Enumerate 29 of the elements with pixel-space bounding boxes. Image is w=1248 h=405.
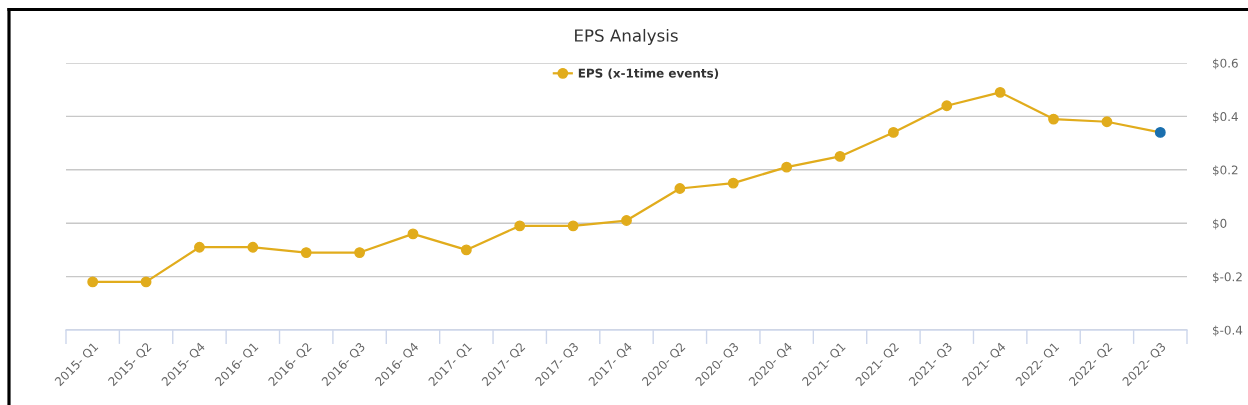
- point: [567, 220, 579, 232]
- point: [460, 244, 472, 256]
- y-tick-label: $-0.4: [1212, 325, 1243, 337]
- point: [354, 247, 366, 258]
- point: [300, 247, 312, 258]
- point: [941, 100, 953, 112]
- y-tick-label: $0.2: [1212, 165, 1238, 177]
- chart-title: EPS Analysis: [575, 28, 678, 46]
- point: [1101, 116, 1113, 128]
- y-tick-label: $0.4: [1212, 111, 1238, 123]
- point: [407, 228, 419, 240]
- point: [621, 215, 632, 226]
- point: [514, 220, 526, 232]
- point: [727, 177, 739, 189]
- y-tick-label: $0: [1212, 218, 1227, 230]
- legend-label: EPS (x-1time events): [578, 68, 719, 80]
- point: [781, 161, 793, 173]
- point: [140, 276, 152, 288]
- y-tick-label: $0.6: [1212, 58, 1238, 70]
- y-tick-label: $-0.2: [1212, 272, 1242, 283]
- point: [247, 241, 259, 253]
- point: [674, 183, 686, 194]
- point: [194, 241, 205, 253]
- point: [887, 127, 899, 138]
- point: [994, 86, 1006, 98]
- point: [1048, 113, 1059, 125]
- point: [834, 151, 846, 162]
- point: [1154, 127, 1166, 138]
- point: [87, 276, 99, 288]
